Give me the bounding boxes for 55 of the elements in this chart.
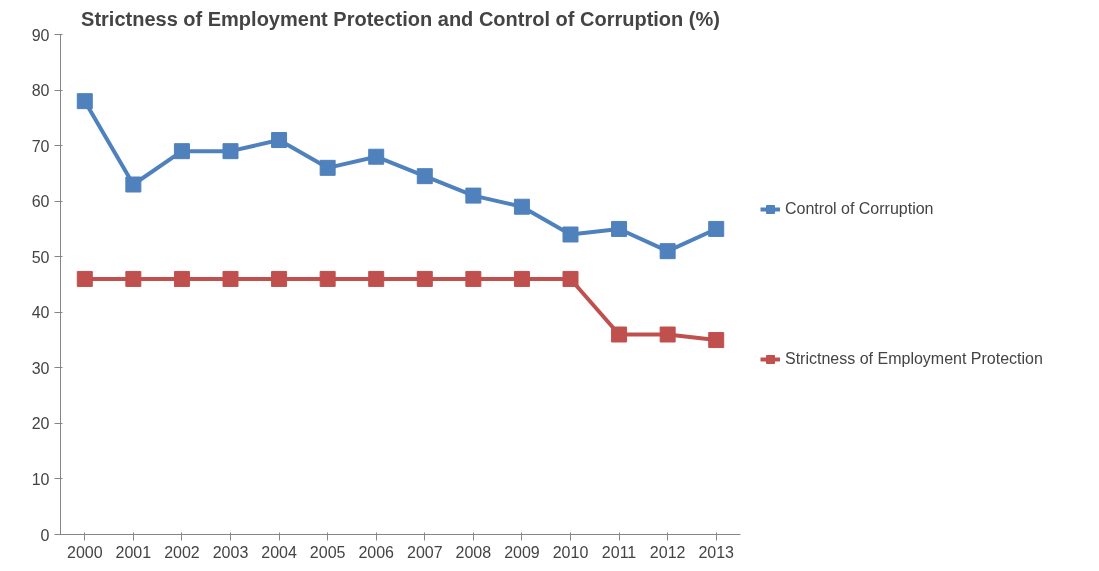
point bbox=[611, 220, 628, 237]
x-tick-label: 2006 bbox=[358, 543, 395, 561]
point bbox=[125, 270, 142, 287]
point bbox=[465, 270, 482, 287]
point bbox=[708, 332, 725, 349]
point bbox=[222, 270, 239, 287]
point bbox=[659, 326, 676, 343]
x-tick-label: 2005 bbox=[309, 543, 346, 561]
y-tick-label: 0 bbox=[40, 526, 50, 544]
x-tick-label: 2002 bbox=[164, 543, 200, 561]
y-tick-label: 90 bbox=[31, 26, 50, 44]
point bbox=[562, 270, 579, 287]
point bbox=[368, 148, 385, 165]
point bbox=[173, 270, 190, 287]
point bbox=[271, 132, 288, 149]
x-tick-label: 2013 bbox=[698, 543, 735, 561]
point bbox=[416, 270, 433, 287]
y-tick-label: 20 bbox=[31, 415, 50, 433]
point bbox=[513, 198, 530, 215]
y-tick-label: 10 bbox=[31, 470, 50, 488]
point bbox=[76, 93, 93, 110]
point bbox=[368, 270, 385, 287]
point bbox=[319, 270, 336, 287]
point bbox=[416, 168, 433, 185]
point bbox=[319, 159, 336, 176]
point bbox=[562, 226, 579, 243]
x-tick-label: 2007 bbox=[406, 543, 443, 561]
point bbox=[465, 187, 482, 204]
point bbox=[513, 270, 530, 287]
y-tick-label: 80 bbox=[31, 82, 50, 100]
legend-label: Strictness of Employment Protection bbox=[785, 350, 1043, 368]
y-tick-label: 70 bbox=[31, 137, 50, 155]
y-tick-label: 50 bbox=[31, 248, 50, 266]
y-tick-label: 60 bbox=[31, 193, 50, 211]
point bbox=[222, 143, 239, 160]
chart-title: Strictness of Employment Protection and Control of Corruption (%) bbox=[81, 7, 720, 30]
point bbox=[125, 176, 142, 193]
x-tick-label: 2009 bbox=[504, 543, 540, 561]
point bbox=[611, 326, 628, 343]
y-tick-label: 40 bbox=[31, 304, 50, 322]
x-tick-label: 2008 bbox=[455, 543, 492, 561]
x-tick-label: 2004 bbox=[261, 543, 297, 561]
point bbox=[708, 220, 725, 237]
point bbox=[76, 270, 93, 287]
point bbox=[659, 243, 676, 260]
x-tick-label: 2001 bbox=[115, 543, 152, 561]
x-tick-label: 2012 bbox=[649, 543, 686, 561]
y-tick-label: 30 bbox=[31, 359, 50, 377]
x-tick-label: 2003 bbox=[212, 543, 249, 561]
point bbox=[271, 270, 288, 287]
point bbox=[173, 143, 190, 160]
legend-label: Control of Corruption bbox=[785, 200, 934, 218]
x-tick-label: 2010 bbox=[552, 543, 589, 561]
x-tick-label: 2011 bbox=[601, 543, 637, 561]
x-tick-label: 2000 bbox=[66, 543, 103, 561]
